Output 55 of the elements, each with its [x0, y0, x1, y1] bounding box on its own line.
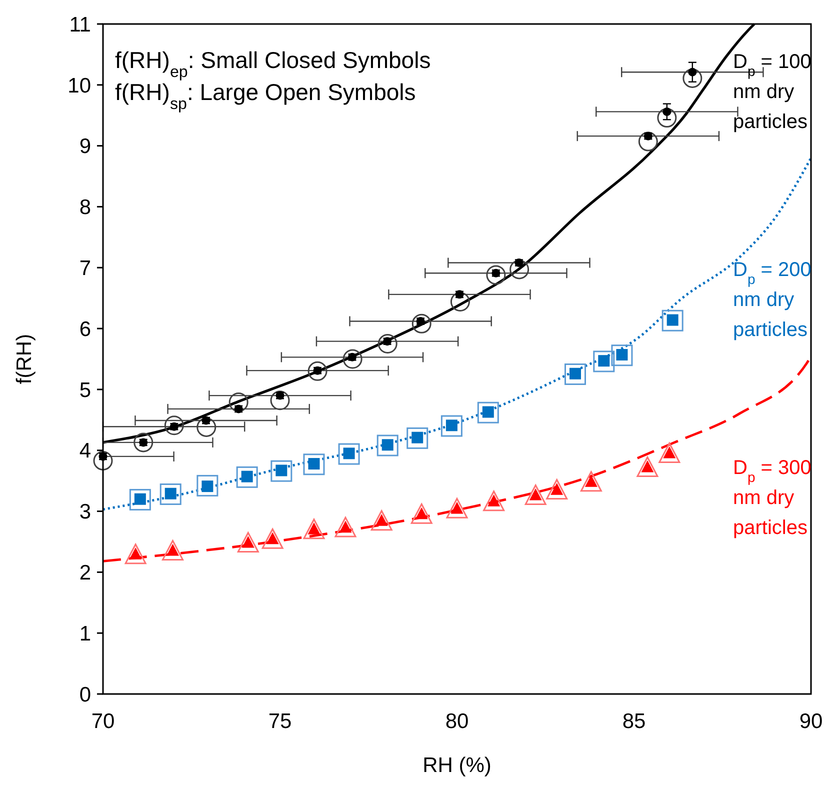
y-tick-label: 9 — [79, 135, 91, 158]
point — [129, 488, 151, 510]
point — [342, 349, 362, 369]
x-tick-label: 85 — [622, 710, 646, 733]
point — [93, 450, 113, 470]
point — [657, 108, 677, 128]
y-axis-title: f(RH) — [13, 334, 36, 384]
x-tick-label: 80 — [445, 710, 469, 733]
y-tick-label: 10 — [68, 74, 91, 98]
point — [682, 68, 702, 88]
annotation: f(RH)$_{ep}$: Small Closed Symbols — [115, 47, 431, 81]
point — [236, 466, 258, 488]
point — [662, 310, 684, 332]
point — [303, 454, 325, 476]
x-tick-label: 70 — [91, 710, 115, 733]
y-tick-label: 6 — [79, 318, 91, 341]
y-tick-label: 5 — [79, 378, 91, 402]
y-tick-label: 0 — [79, 683, 91, 706]
point — [196, 474, 218, 496]
y-tick-label: 7 — [79, 256, 91, 280]
point — [196, 417, 216, 437]
point — [412, 314, 432, 334]
x-axis-title: RH (%) — [422, 754, 492, 777]
point — [638, 132, 658, 152]
y-tick-label: 1 — [79, 622, 91, 646]
point — [228, 392, 248, 412]
annotation: f(RH)$_{sp}$: Large Open Symbols — [115, 79, 416, 113]
x-tick-label: 90 — [799, 710, 823, 733]
point — [688, 68, 697, 76]
point — [160, 483, 182, 505]
point — [662, 107, 672, 116]
line-series — [102, 156, 812, 511]
point — [164, 416, 184, 436]
point — [134, 432, 154, 452]
point — [338, 443, 360, 465]
x-tick-label: 75 — [268, 710, 292, 733]
point — [510, 260, 530, 280]
point — [270, 460, 292, 482]
point — [376, 434, 398, 456]
point — [308, 361, 328, 381]
point — [611, 344, 633, 366]
y-tick-label: 3 — [79, 500, 91, 524]
point — [593, 350, 615, 372]
point — [378, 334, 398, 354]
point — [440, 415, 462, 437]
point — [486, 265, 506, 285]
y-tick-label: 4 — [79, 440, 92, 463]
y-tick-label: 8 — [79, 196, 91, 220]
point — [477, 402, 499, 424]
y-tick-label: 2 — [79, 562, 91, 585]
point — [564, 363, 586, 385]
point — [270, 390, 290, 410]
point — [450, 292, 470, 312]
y-tick-label: 11 — [69, 13, 91, 36]
point — [406, 427, 428, 449]
